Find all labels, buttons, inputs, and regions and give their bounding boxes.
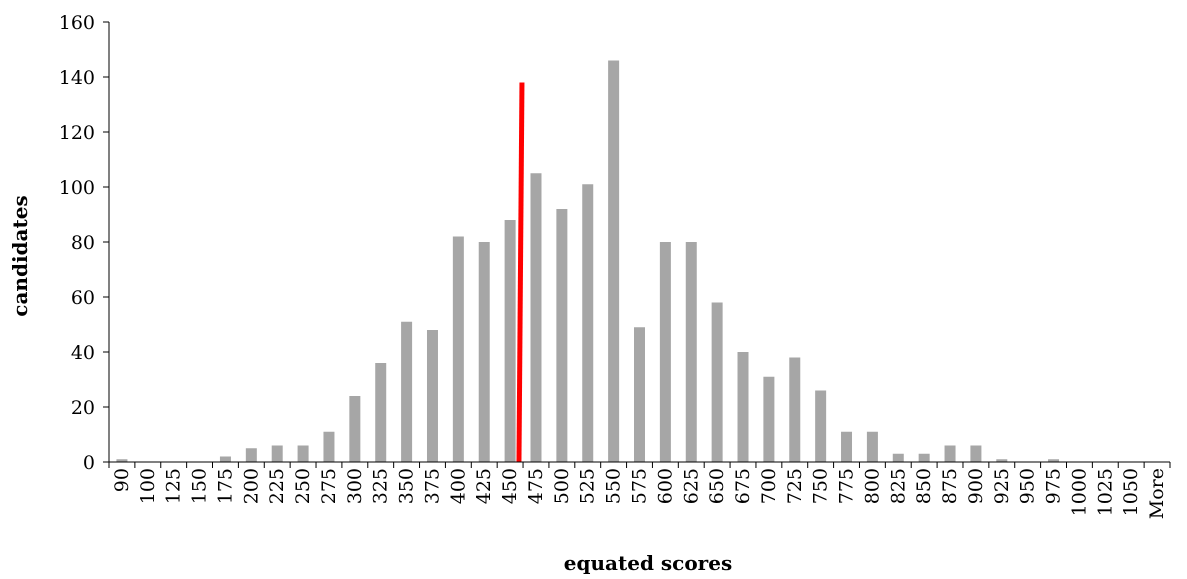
y-tick-label: 20 [71, 397, 95, 419]
bar-350 [401, 321, 413, 462]
y-tick-label: 120 [59, 122, 95, 144]
bar-725 [789, 357, 801, 462]
x-tick-label: 275 [318, 468, 340, 504]
x-tick-label: 200 [240, 468, 262, 504]
y-tick-label: 140 [59, 67, 95, 89]
x-tick-label: 825 [887, 468, 909, 504]
x-tick-label: 225 [266, 468, 288, 504]
bar-400 [452, 236, 464, 462]
bar-250 [297, 445, 309, 462]
bar-575 [634, 327, 645, 462]
x-tick-label: More [1146, 468, 1168, 519]
bar-875 [944, 445, 956, 462]
bar-650 [711, 302, 723, 462]
bar-550 [608, 60, 620, 462]
bar-900 [970, 445, 982, 462]
x-tick-label: 850 [913, 468, 935, 504]
x-tick-label: 750 [810, 468, 832, 504]
x-tick-label: 800 [861, 468, 883, 504]
y-tick-label: 60 [71, 287, 95, 309]
bar-325 [375, 363, 387, 462]
y-tick-label: 160 [59, 12, 95, 34]
x-tick-label: 550 [603, 468, 625, 504]
x-tick-label: 300 [344, 468, 366, 504]
bar-800 [866, 431, 878, 462]
bar-700 [763, 376, 775, 462]
x-tick-label: 150 [189, 468, 211, 504]
x-tick-label: 125 [163, 468, 185, 504]
bar-825 [892, 453, 904, 462]
x-tick-label: 100 [137, 468, 159, 504]
bar-600 [659, 242, 671, 462]
bar-300 [349, 396, 361, 462]
bar-850 [918, 453, 930, 462]
y-tick-label: 40 [71, 342, 95, 364]
x-tick-label: 1000 [1068, 468, 1090, 516]
x-tick-label: 725 [784, 468, 806, 504]
bar-450 [504, 220, 516, 462]
bar-925 [996, 459, 1008, 462]
bar-175 [219, 456, 231, 462]
x-tick-label: 975 [1043, 468, 1065, 504]
x-tick-label: 175 [214, 468, 236, 504]
score-marker-line [516, 82, 525, 463]
y-tick-label: 0 [83, 452, 95, 474]
bar-750 [815, 390, 827, 462]
x-tick-label: 250 [292, 468, 314, 504]
x-tick-label: 625 [680, 468, 702, 504]
x-tick-label: 90 [111, 468, 133, 492]
bar-275 [323, 431, 335, 462]
bar-375 [426, 330, 438, 462]
x-tick-label: 425 [473, 468, 495, 504]
bar-500 [556, 209, 568, 462]
y-tick-label: 80 [71, 232, 95, 254]
bar-525 [582, 184, 594, 462]
x-tick-label: 575 [629, 468, 651, 504]
axes-layer [103, 21, 1171, 468]
x-tick-label: 1050 [1120, 468, 1142, 516]
x-tick-label: 400 [447, 468, 469, 504]
bar-425 [478, 242, 490, 462]
x-tick-label: 700 [758, 468, 780, 504]
bar-975 [1048, 459, 1060, 462]
x-tick-label: 775 [836, 468, 858, 504]
x-tick-label: 900 [965, 468, 987, 504]
bar-625 [685, 242, 697, 462]
bar-225 [271, 445, 283, 462]
y-tick-labels: 0 20 40 60 80 100 120 140 160 [59, 12, 95, 474]
marker-layer [516, 82, 525, 463]
x-tick-label: 325 [370, 468, 392, 504]
x-tick-label: 925 [991, 468, 1013, 504]
bar-200 [245, 448, 257, 462]
x-tick-label: 1025 [1094, 468, 1116, 516]
y-axis-title: candidates [8, 195, 32, 316]
x-tick-label: 375 [421, 468, 443, 504]
bars-layer [116, 60, 1060, 462]
x-tick-label: 600 [654, 468, 676, 504]
x-tick-label: 875 [939, 468, 961, 504]
bar-775 [841, 431, 853, 462]
x-tick-label: 350 [396, 468, 418, 504]
x-tick-label: 475 [525, 468, 547, 504]
bar-675 [737, 352, 749, 462]
x-tick-label: 525 [577, 468, 599, 504]
x-tick-label: 675 [732, 468, 754, 504]
x-tick-label: 500 [551, 468, 573, 504]
x-tick-label: 650 [706, 468, 728, 504]
y-tick-label: 100 [59, 177, 95, 199]
x-tick-label: 450 [499, 468, 521, 504]
bar-475 [530, 173, 542, 462]
x-tick-label: 950 [1017, 468, 1039, 504]
bar-90 [116, 459, 128, 462]
x-axis-title: equated scores [564, 551, 732, 575]
x-tick-labels: 90 100 125 150 175 200 225 250 275 300 325 350 375 40… [111, 468, 1168, 519]
